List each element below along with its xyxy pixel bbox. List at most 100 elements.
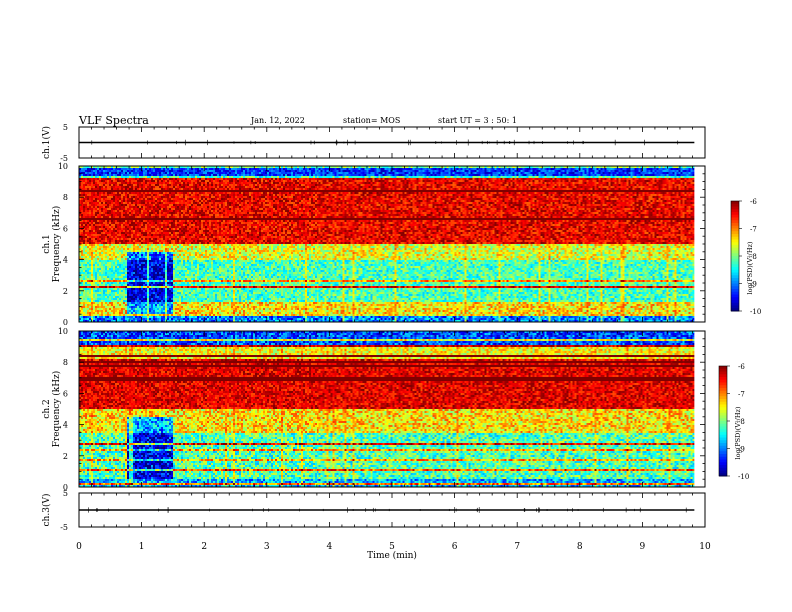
colorbar-step: [731, 212, 739, 216]
colorbar-step: [731, 294, 739, 298]
colorbar-step: [719, 459, 727, 463]
colorbar-step: [719, 443, 727, 447]
y-axis-label: Frequency (kHz): [51, 371, 62, 448]
colorbar-step: [731, 258, 739, 262]
colorbar-step: [719, 404, 727, 408]
x-tick-label: 10: [699, 542, 711, 552]
colorbar-step: [731, 305, 739, 309]
y-axis-label: ch.1(V): [41, 126, 52, 159]
spectrogram-image: [79, 331, 695, 487]
colorbar-step: [719, 368, 727, 372]
y-tick-label: 10: [58, 162, 68, 171]
y-tick-label: -5: [60, 154, 68, 163]
colorbar-step: [731, 297, 739, 301]
y-tick-label: 0: [63, 483, 68, 492]
colorbar-tick-label: -10: [750, 308, 761, 316]
colorbar-step: [731, 228, 739, 232]
colorbar-step: [731, 203, 739, 207]
colorbar-step: [731, 234, 739, 238]
y-tick-label: 5: [63, 489, 68, 498]
x-axis: 0 1 2 3 4 5 6 7 8 9 10 Time (min): [76, 542, 711, 561]
colorbar-tick-label: -6: [738, 363, 745, 371]
colorbar-step: [731, 239, 739, 243]
y-axis-label: ch.1: [42, 234, 52, 253]
header: VLF Spectra Jan. 12, 2022 station= MOS s…: [78, 114, 517, 127]
colorbar-step: [731, 283, 739, 287]
colorbar-step: [731, 242, 739, 246]
colorbar-step: [731, 236, 739, 240]
colorbar-step: [719, 388, 727, 392]
y-tick-label: 10: [58, 327, 68, 336]
colorbar-step: [719, 462, 727, 466]
colorbar-step: [731, 201, 739, 205]
colorbar-tick-label: -7: [738, 391, 745, 399]
colorbar-step: [719, 385, 727, 389]
y-tick-label: 8: [63, 358, 68, 367]
colorbar: -6 -7 -8 -9 -10 log(PSD)(V²/Hz): [730, 198, 761, 316]
y-tick-label: 5: [63, 123, 68, 132]
colorbar-step: [731, 264, 739, 268]
colorbar-step: [731, 267, 739, 271]
y-axis-label: ch.2: [42, 399, 52, 418]
y-tick-label: 4: [63, 256, 68, 265]
colorbar-step: [719, 401, 727, 405]
colorbar-step: [719, 432, 727, 436]
colorbar-step: [731, 275, 739, 279]
colorbar-step: [719, 410, 727, 414]
colorbar-step: [731, 308, 739, 312]
waveform-ch1: 5 -5 ch.1(V): [41, 123, 706, 163]
colorbar-step: [719, 366, 727, 370]
colorbar-step: [731, 250, 739, 254]
colorbar-step: [731, 256, 739, 260]
start-time-label: start UT = 3 : 50: 1: [438, 116, 517, 125]
y-tick-label: 6: [63, 389, 68, 398]
colorbar-step: [719, 407, 727, 411]
colorbar-step: [719, 393, 727, 397]
colorbar-step: [731, 291, 739, 295]
x-tick-label: 5: [389, 542, 395, 552]
colorbar-step: [719, 470, 727, 474]
colorbar-step: [731, 269, 739, 273]
colorbar-step: [719, 456, 727, 460]
colorbar-step: [719, 382, 727, 386]
colorbar-step: [719, 440, 727, 444]
colorbar-step: [719, 448, 727, 452]
colorbar-step: [731, 214, 739, 218]
colorbar-step: [719, 445, 727, 449]
colorbar-tick-label: -7: [750, 226, 757, 234]
x-tick-label: 2: [201, 542, 207, 552]
colorbar-step: [719, 379, 727, 383]
colorbar-tick-label: -6: [750, 198, 757, 206]
x-tick-label: 9: [640, 542, 646, 552]
colorbar-step: [731, 223, 739, 227]
y-axis-label: Frequency (kHz): [51, 206, 62, 283]
x-tick-label: 1: [139, 542, 145, 552]
colorbar-step: [719, 390, 727, 394]
colorbar-step: [719, 423, 727, 427]
colorbar-label: log(PSD)(V²/Hz): [746, 241, 754, 294]
colorbar-step: [731, 300, 739, 304]
colorbar-step: [731, 302, 739, 306]
colorbar-step: [731, 253, 739, 257]
colorbar-step: [719, 437, 727, 441]
y-tick-label: 0: [63, 318, 68, 327]
waveform-ch3: 5 -5 ch.3(V): [41, 489, 706, 532]
colorbar-step: [731, 280, 739, 284]
colorbar-step: [719, 434, 727, 438]
colorbar-step: [731, 209, 739, 213]
colorbar-step: [719, 412, 727, 416]
colorbar-step: [719, 418, 727, 422]
colorbar-step: [719, 421, 727, 425]
y-tick-label: -5: [60, 523, 68, 532]
colorbar-step: [731, 206, 739, 210]
spectrogram-image: [79, 166, 695, 322]
colorbar: -6 -7 -8 -9 -10 log(PSD)(V²/Hz): [718, 363, 749, 481]
y-tick-label: 4: [63, 421, 68, 430]
colorbar-step: [731, 225, 739, 229]
date-label: Jan. 12, 2022: [250, 116, 305, 125]
colorbar-step: [719, 371, 727, 375]
x-tick-label: 3: [264, 542, 270, 552]
colorbar-tick-label: -9: [750, 281, 757, 289]
y-axis-label: ch.3(V): [41, 494, 52, 527]
